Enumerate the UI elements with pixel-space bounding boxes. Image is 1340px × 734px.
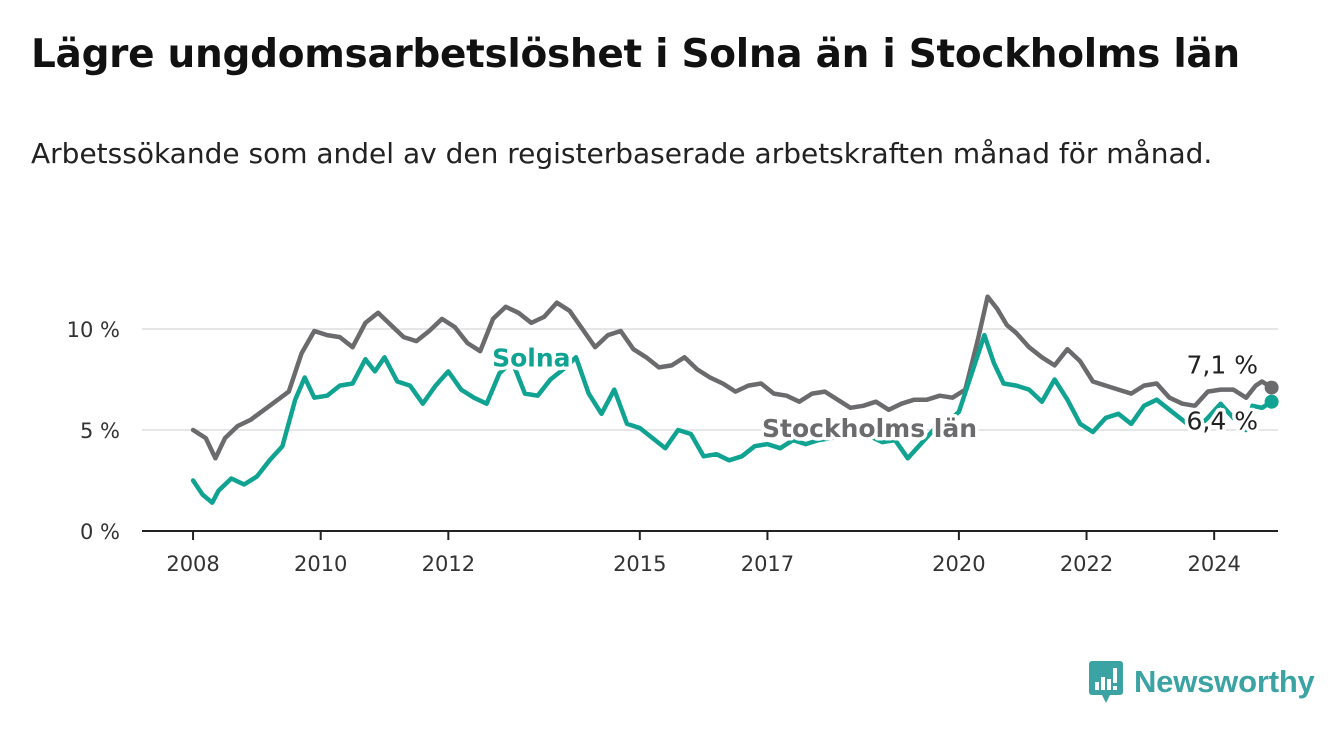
x-tick-label: 2022 [1060, 552, 1113, 576]
series-line-solna [190, 332, 1274, 505]
y-tick-label: 0 % [80, 520, 120, 544]
y-tick-label: 5 % [80, 419, 120, 443]
end-point-solna [1264, 394, 1279, 409]
brand-name: Newsworthy [1134, 664, 1315, 699]
x-tick-label: 2008 [166, 552, 219, 576]
x-tick-label: 2020 [932, 552, 985, 576]
x-tick-label: 2015 [613, 552, 666, 576]
brand: Newsworthy [1088, 660, 1315, 704]
end-label-solna: 6,4 % [1187, 407, 1258, 436]
page-subtitle: Arbetssökande som andel av den registerb… [31, 137, 1213, 170]
x-tick-label: 2024 [1187, 552, 1240, 576]
series-line-stockholms-l-n [190, 294, 1274, 461]
series-labels: Solna Stockholms län 7,1 % 6,4 % [489, 340, 1262, 447]
y-tick-label: 10 % [67, 318, 120, 342]
page-title: Lägre ungdomsarbetslöshet i Solna än i S… [31, 32, 1240, 77]
newsworthy-logo-icon [1089, 661, 1123, 703]
end-label-stockholm: 7,1 % [1187, 351, 1258, 380]
series-label-solna: Solna [492, 343, 570, 372]
end-point-stockholms-l-n [1264, 380, 1279, 395]
x-tick-label: 2012 [422, 552, 475, 576]
series-label-stockholm: Stockholms län [762, 414, 977, 443]
axes: 0 % 5 % 10 % 2008 2010 2012 2015 2017 2020 2022 20… [67, 318, 1278, 576]
x-tick-label: 2010 [294, 552, 347, 576]
series-lines [190, 294, 1279, 505]
x-tick-label: 2017 [741, 552, 794, 576]
